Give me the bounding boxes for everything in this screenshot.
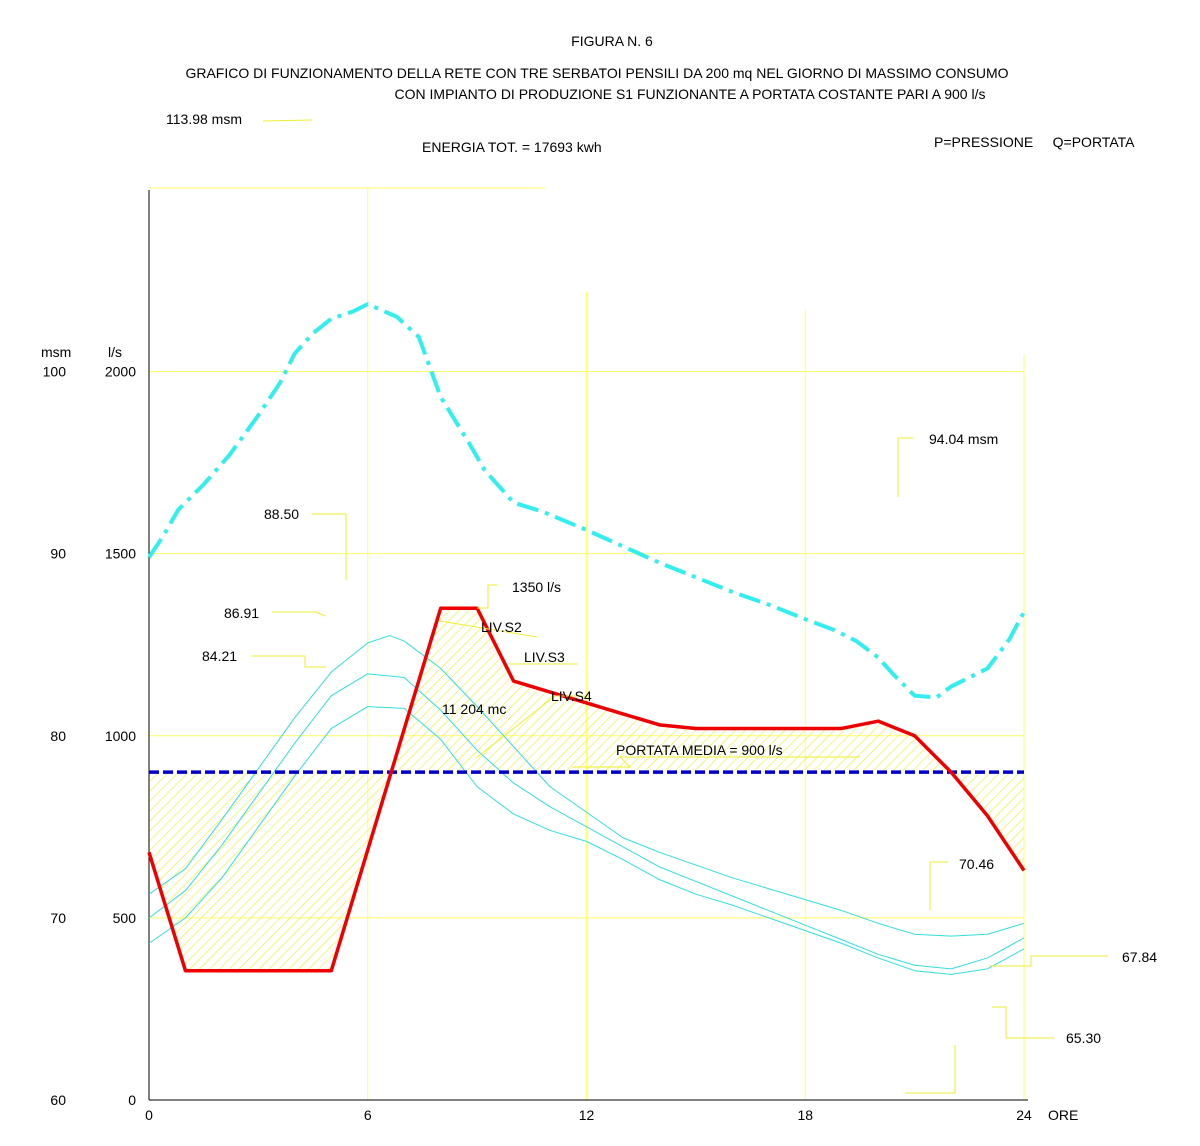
annotation-p-max: 113.98 msm [166,111,242,127]
series-pressure-line [147,302,1026,700]
annotation-mean-flow: PORTATA MEDIA = 900 l/s [616,742,783,758]
label-liv-s2: LIV.S2 [481,619,522,635]
label-liv-s3: LIV.S3 [524,649,565,665]
series-s4-line [148,706,1025,975]
y-right-tick-label-1: 500 [113,910,137,926]
y-left-tick-label-1: 70 [50,910,66,926]
annotation-s3-max: 86.91 [224,605,259,621]
annotation-s2-min: 70.46 [959,856,994,872]
legend-text: P=PRESSIONE Q=PORTATA [934,134,1135,150]
y-left-tick-label-0: 60 [50,1092,66,1108]
leader-line-0 [262,119,313,122]
series-group [147,302,1026,975]
y-left-axis-label: msm [41,344,71,360]
hatch-area-deficit [149,772,392,971]
y-right-tick-label-4: 2000 [105,364,136,380]
leader-line-1 [897,437,913,497]
annotation-s4-min: 65.30 [1066,1030,1101,1046]
annotation-q-max: 1350 l/s [512,579,561,595]
axes [148,190,1028,1101]
leader-line-6 [272,611,326,617]
leader-line-3 [475,695,590,759]
leader-line-5 [312,513,347,580]
leader-line-2 [477,584,497,609]
y-right-tick-label-3: 1500 [105,546,136,562]
leader-line-7 [252,655,326,668]
hatch-areas [149,608,1025,971]
leader-line-8 [439,620,538,638]
y-left-tick-label-4: 100 [43,364,67,380]
y-right-axis-label: l/s [108,344,122,360]
x-tick-label-1: 6 [364,1107,372,1123]
x-tick-label-4: 24 [1016,1107,1032,1123]
y-left-tick-label-2: 80 [50,728,66,744]
series-flow-line [147,606,1026,973]
annotation-s3-min: 67.84 [1122,949,1157,965]
x-tick-label-0: 0 [145,1107,153,1123]
hatch-area-surplus [391,608,1025,871]
figure-number: FIGURA N. 6 [571,33,653,49]
series-s2-line [148,635,1025,937]
energy-label: ENERGIA TOT. = 17693 kwh [422,139,602,155]
y-right-tick-label-2: 1000 [105,728,136,744]
x-tick-label-3: 18 [797,1107,813,1123]
chart-title-line1: GRAFICO DI FUNZIONAMENTO DELLA RETE CON … [185,65,1008,81]
leader-lines [252,119,1108,1094]
annotation-s2-max: 88.50 [264,506,299,522]
annotation-p-min: 94.04 msm [929,431,998,447]
x-axis-label: ORE [1048,1107,1078,1123]
leader-line-4 [572,756,860,768]
y-right-tick-label-0: 0 [128,1092,136,1108]
label-liv-s4: LIV.S4 [551,688,592,704]
grid [149,187,1025,1100]
annotation-volume: 11 204 mc [442,701,506,717]
y-left-tick-label-3: 90 [50,546,66,562]
chart-title-line2: CON IMPIANTO DI PRODUZIONE S1 FUNZIONANT… [395,86,986,102]
x-tick-label-2: 12 [579,1107,595,1123]
leader-line-10 [929,861,948,910]
leader-line-12 [992,1006,1054,1039]
annotation-s4-max: 84.21 [202,648,237,664]
leader-line-13 [905,1045,956,1094]
leader-line-11 [989,955,1108,967]
series-s3-line [148,673,1025,970]
